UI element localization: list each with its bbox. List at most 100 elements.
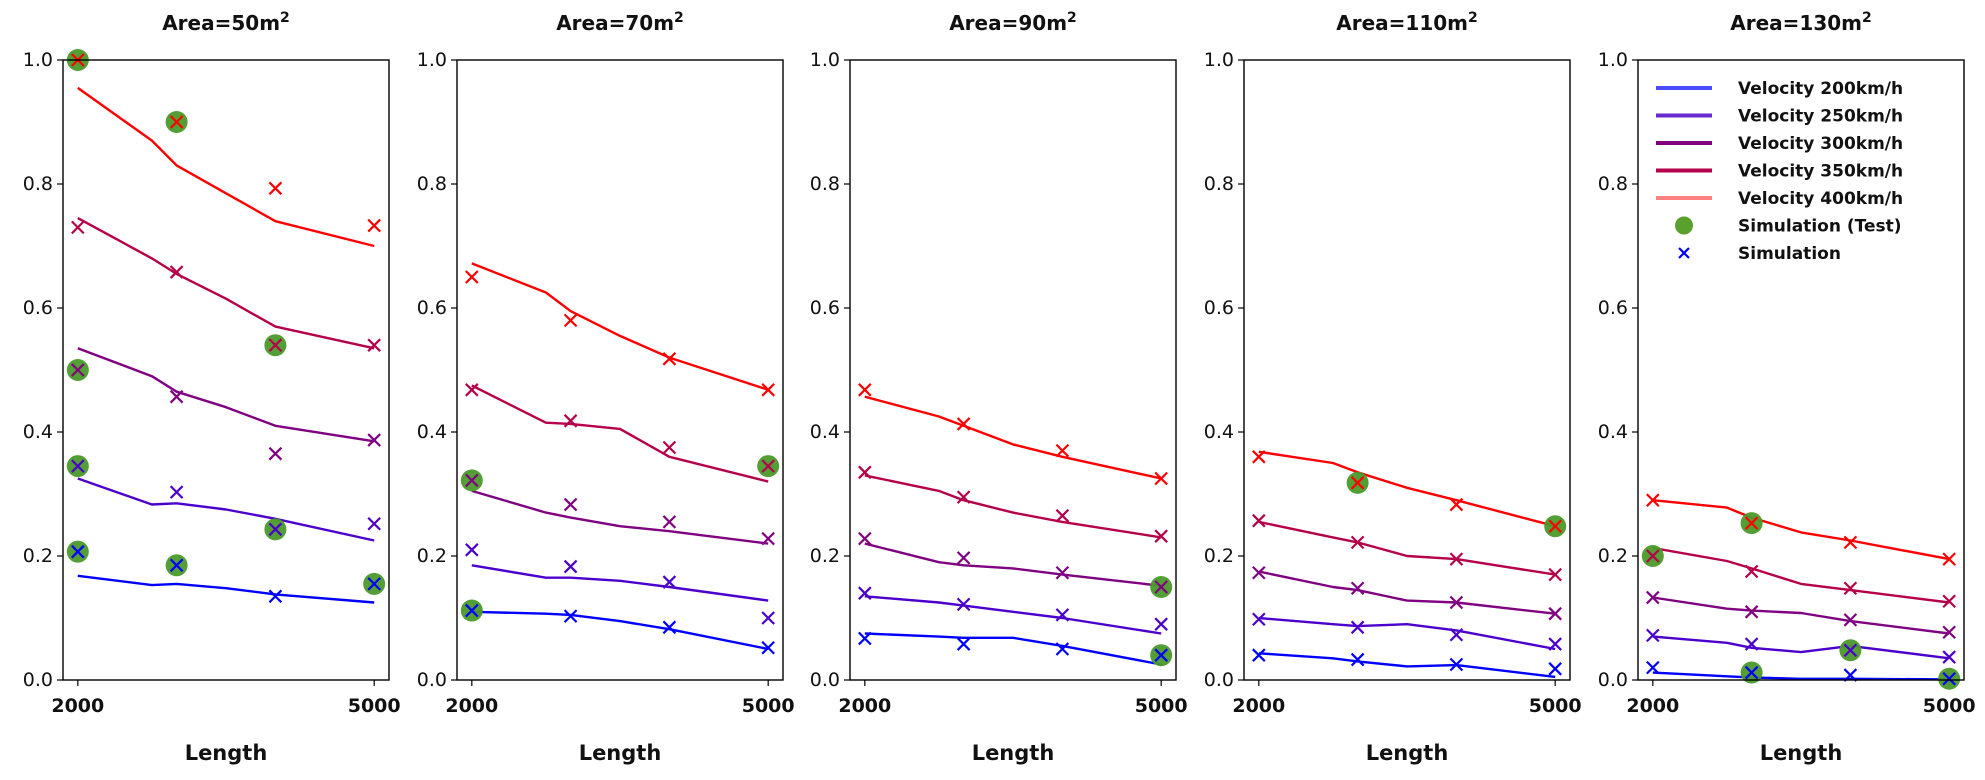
x-tick-label: 2000 (445, 695, 498, 717)
simulation-marker (956, 490, 971, 504)
simulation-marker (858, 465, 872, 480)
simulation-marker (465, 383, 479, 397)
y-tick-label: 0.2 (23, 545, 53, 567)
simulation-marker (1055, 565, 1070, 580)
simulation-marker (1744, 516, 1759, 530)
simulation-marker (956, 637, 971, 651)
simulation-marker (761, 383, 775, 397)
simulation-marker (1942, 594, 1956, 609)
y-tick-label: 0.2 (1598, 545, 1628, 567)
y-tick-label: 1.0 (23, 49, 53, 71)
series-line (471, 384, 769, 483)
simulation-marker (1252, 513, 1266, 528)
simulation-marker (662, 620, 677, 635)
simulation-marker (1055, 443, 1070, 458)
series-line (471, 564, 769, 602)
simulation-marker (1350, 620, 1365, 635)
panel-1: Area=50m2 0.0 0.2 0.4 0.6 0.8 1.0 2000 5000 Lengt… (23, 10, 401, 765)
series-line (1258, 616, 1556, 651)
simulation-marker (1449, 595, 1464, 610)
series-line (1652, 635, 1950, 660)
simulation-marker (956, 597, 971, 612)
simulation-marker (956, 551, 971, 565)
simulation-marker (71, 220, 85, 235)
simulation-marker (1449, 497, 1464, 512)
series-line (864, 632, 1162, 666)
simulation-marker (169, 265, 184, 279)
simulation-marker (1449, 552, 1464, 566)
legend-label: Velocity 300km/h (1738, 134, 1903, 154)
y-tick-label: 0.0 (417, 669, 447, 691)
series-line (471, 489, 769, 545)
y-tick-label: 0.0 (23, 669, 53, 691)
legend-label: Simulation (Test) (1738, 217, 1902, 237)
simulation-marker (563, 559, 578, 574)
simulation-marker (761, 611, 775, 625)
panel-3: Area=90m2 0.0 0.2 0.4 0.6 0.8 1.0 2000 5000 Lengt… (810, 10, 1188, 765)
panel-title: Area=90m2 (949, 10, 1077, 35)
panel-2: Area=70m2 0.0 0.2 0.4 0.6 0.8 1.0 2000 5000 Lengt… (417, 10, 795, 765)
simulation-marker (956, 417, 971, 431)
y-tick-label: 0.4 (1598, 421, 1628, 443)
series-line (1258, 652, 1556, 679)
simulation-marker (662, 515, 677, 529)
x-axis-label: Length (972, 741, 1055, 765)
y-tick-label: 0.0 (1598, 669, 1628, 691)
x-axis-label: Length (579, 741, 662, 765)
simulation-marker (367, 516, 381, 531)
simulation-marker (465, 543, 479, 557)
plot-frame (1637, 59, 1965, 681)
simulation-marker (858, 586, 872, 600)
series-line (471, 610, 769, 651)
simulation-marker (1252, 648, 1266, 662)
simulation-marker (1548, 606, 1562, 621)
series-line (471, 262, 769, 391)
simulation-marker (1843, 581, 1858, 596)
panel-4: Area=110m2 0.0 0.2 0.4 0.6 0.8 1.0 2000 5000 Leng… (1204, 10, 1582, 765)
simulation-marker (761, 640, 775, 655)
panel-title: Area=70m2 (556, 10, 684, 35)
series-line (1258, 520, 1556, 576)
y-tick-label: 0.8 (417, 173, 447, 195)
simulation-marker (268, 522, 283, 537)
simulation-marker (169, 558, 184, 573)
simulation-marker (1154, 529, 1168, 543)
panel-5: Area=130m2 0.0 0.2 0.4 0.6 0.8 1.0 2000 5000 Leng… (1598, 10, 1976, 765)
y-tick-label: 0.0 (810, 669, 840, 691)
simulation-marker (1350, 535, 1365, 550)
series-line (77, 217, 375, 350)
panel-title: Area=110m2 (1336, 10, 1478, 35)
series-line (1652, 671, 1950, 681)
y-tick-label: 0.4 (1204, 421, 1234, 443)
y-tick-label: 0.4 (810, 421, 840, 443)
simulation-marker (71, 544, 85, 559)
simulation-marker (1942, 650, 1956, 664)
y-tick-label: 0.4 (23, 421, 53, 443)
simulation-marker (1449, 627, 1464, 642)
legend-x-swatch (1678, 247, 1690, 259)
simulation-marker (1548, 662, 1562, 676)
series-line (77, 347, 375, 443)
y-tick-label: 0.6 (1598, 297, 1628, 319)
simulation-marker (1843, 643, 1858, 658)
simulation-marker (1055, 608, 1070, 622)
simulation-marker (268, 446, 283, 461)
simulation-marker (1843, 613, 1858, 627)
series-line (1652, 546, 1950, 604)
y-tick-label: 0.8 (1204, 173, 1234, 195)
series-line (1258, 450, 1556, 528)
simulation-marker (1646, 628, 1660, 643)
simulation-marker (1744, 665, 1759, 680)
x-tick-label: 5000 (348, 695, 401, 717)
series-line (864, 595, 1162, 635)
plot-frame (62, 59, 390, 681)
series-line (864, 474, 1162, 539)
y-tick-label: 1.0 (1204, 49, 1234, 71)
y-tick-label: 0.4 (417, 421, 447, 443)
simulation-marker (1252, 612, 1266, 627)
simulation-marker (1252, 450, 1266, 464)
series-line (77, 86, 375, 248)
simulation-marker (1055, 508, 1070, 523)
simulation-marker (1154, 580, 1168, 594)
